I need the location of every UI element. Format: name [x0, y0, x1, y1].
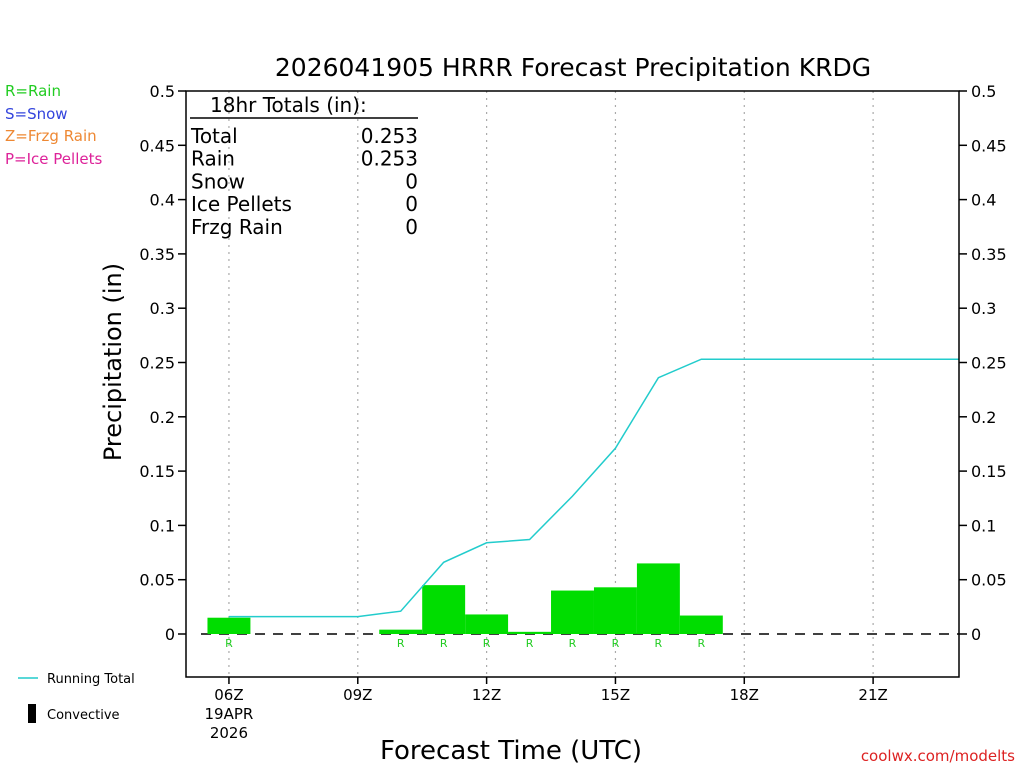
totals-row-label: Snow — [191, 169, 245, 193]
y-tick-label: 0.45 — [139, 136, 175, 155]
y-tick-label: 0.15 — [139, 462, 175, 481]
rain-marker: R — [440, 637, 448, 650]
rain-marker: R — [397, 637, 405, 650]
precip-type-legend: R=Rain S=Snow Z=Frzg Rain P=Ice Pellets — [5, 82, 102, 168]
x-tick-sublabel: 2026 — [210, 724, 248, 742]
y2-tick-label: 0.3 — [971, 299, 996, 318]
y2-tick-label: 0.5 — [971, 82, 996, 101]
y-tick-label: 0.3 — [150, 299, 175, 318]
precip-bar — [551, 590, 594, 634]
y-tick-label: 0.5 — [150, 82, 175, 101]
totals-row-label: Frzg Rain — [191, 215, 283, 239]
y-tick-label: 0.4 — [150, 191, 175, 210]
precip-bar — [679, 615, 723, 634]
convective-swatch — [28, 704, 36, 723]
totals-row-value: 0 — [405, 192, 418, 216]
running-total-polyline — [228, 358, 959, 618]
precip-bar — [636, 563, 680, 634]
legend-snow: S=Snow — [5, 105, 68, 123]
precip-bar — [593, 587, 637, 634]
totals-header: 18hr Totals (in): — [210, 93, 367, 117]
totals-row-label: Ice Pellets — [191, 192, 292, 216]
y2-axis-ticks: 0 0.05 0.1 0.15 0.2 0.25 0.3 0.35 0.4 0.45 0.5 — [959, 82, 1007, 644]
y-tick-label: 0.05 — [139, 571, 175, 590]
totals-row-value: 0 — [405, 169, 418, 193]
y2-tick-label: 0.2 — [971, 408, 996, 427]
x-tick-label: 18Z — [730, 686, 759, 704]
legend-rain: R=Rain — [5, 82, 61, 100]
rain-marker: R — [612, 637, 620, 650]
totals-row-label: Total — [190, 124, 238, 148]
rain-marker: R — [655, 637, 663, 650]
x-tick-sublabel: 19APR — [205, 705, 254, 723]
totals-row-value: 0 — [405, 215, 418, 239]
y2-tick-label: 0.4 — [971, 191, 996, 210]
y-axis-ticks: 0 0.05 0.1 0.15 0.2 0.25 0.3 0.35 0.4 0.45 0.5 — [139, 82, 186, 644]
bottom-legend: Running Total Convective — [18, 672, 135, 723]
y2-tick-label: 0.35 — [971, 245, 1007, 264]
x-axis-label: Forecast Time (UTC) — [380, 736, 642, 766]
totals-box: 18hr Totals (in): Total 0.253 Rain 0.253 Sno… — [190, 93, 418, 239]
rain-marker: R — [569, 637, 577, 650]
y2-tick-label: 0 — [971, 625, 981, 644]
precip-bar — [422, 585, 466, 634]
precip-bar — [465, 614, 509, 634]
chart-title: 2026041905 HRRR Forecast Precipitation K… — [275, 53, 871, 82]
y-axis-label: Precipitation (in) — [99, 263, 127, 461]
y2-tick-label: 0.25 — [971, 354, 1007, 373]
legend-frzg-rain: Z=Frzg Rain — [5, 127, 97, 145]
x-tick-label: 15Z — [601, 686, 630, 704]
rain-marker: R — [225, 637, 233, 650]
totals-rows: Total 0.253 Rain 0.253 Snow 0 Ice Pellets 0 Frzg… — [190, 124, 418, 239]
y-tick-label: 0.35 — [139, 245, 175, 264]
y-tick-label: 0 — [165, 625, 175, 644]
precip-bar — [508, 631, 552, 634]
x-tick-label: 12Z — [472, 686, 501, 704]
totals-row-value: 0.253 — [361, 147, 418, 171]
totals-row-label: Rain — [191, 147, 235, 171]
running-total-label: Running Total — [47, 672, 135, 687]
credit-text: coolwx.com/modelts — [861, 747, 1015, 765]
y-tick-label: 0.1 — [150, 516, 175, 535]
y2-tick-label: 0.15 — [971, 462, 1007, 481]
precip-bars — [207, 563, 723, 634]
rain-marker: R — [526, 637, 534, 650]
running-total-line — [228, 358, 959, 618]
precip-bar — [207, 617, 251, 634]
x-tick-label: 09Z — [343, 686, 372, 704]
x-tick-label: 21Z — [858, 686, 887, 704]
grid-lines — [201, 91, 959, 677]
precip-bar — [379, 629, 423, 634]
plot-frame — [185, 90, 960, 678]
legend-ice-pellets: P=Ice Pellets — [5, 150, 102, 168]
y2-tick-label: 0.05 — [971, 571, 1007, 590]
y2-tick-label: 0.45 — [971, 136, 1007, 155]
y-tick-label: 0.25 — [139, 354, 175, 373]
convective-label: Convective — [47, 708, 120, 723]
y2-tick-label: 0.1 — [971, 516, 996, 535]
x-tick-label: 06Z — [214, 686, 243, 704]
totals-row-value: 0.253 — [361, 124, 418, 148]
y-tick-label: 0.2 — [150, 408, 175, 427]
rain-marker: R — [483, 637, 491, 650]
rain-marker: R — [698, 637, 706, 650]
